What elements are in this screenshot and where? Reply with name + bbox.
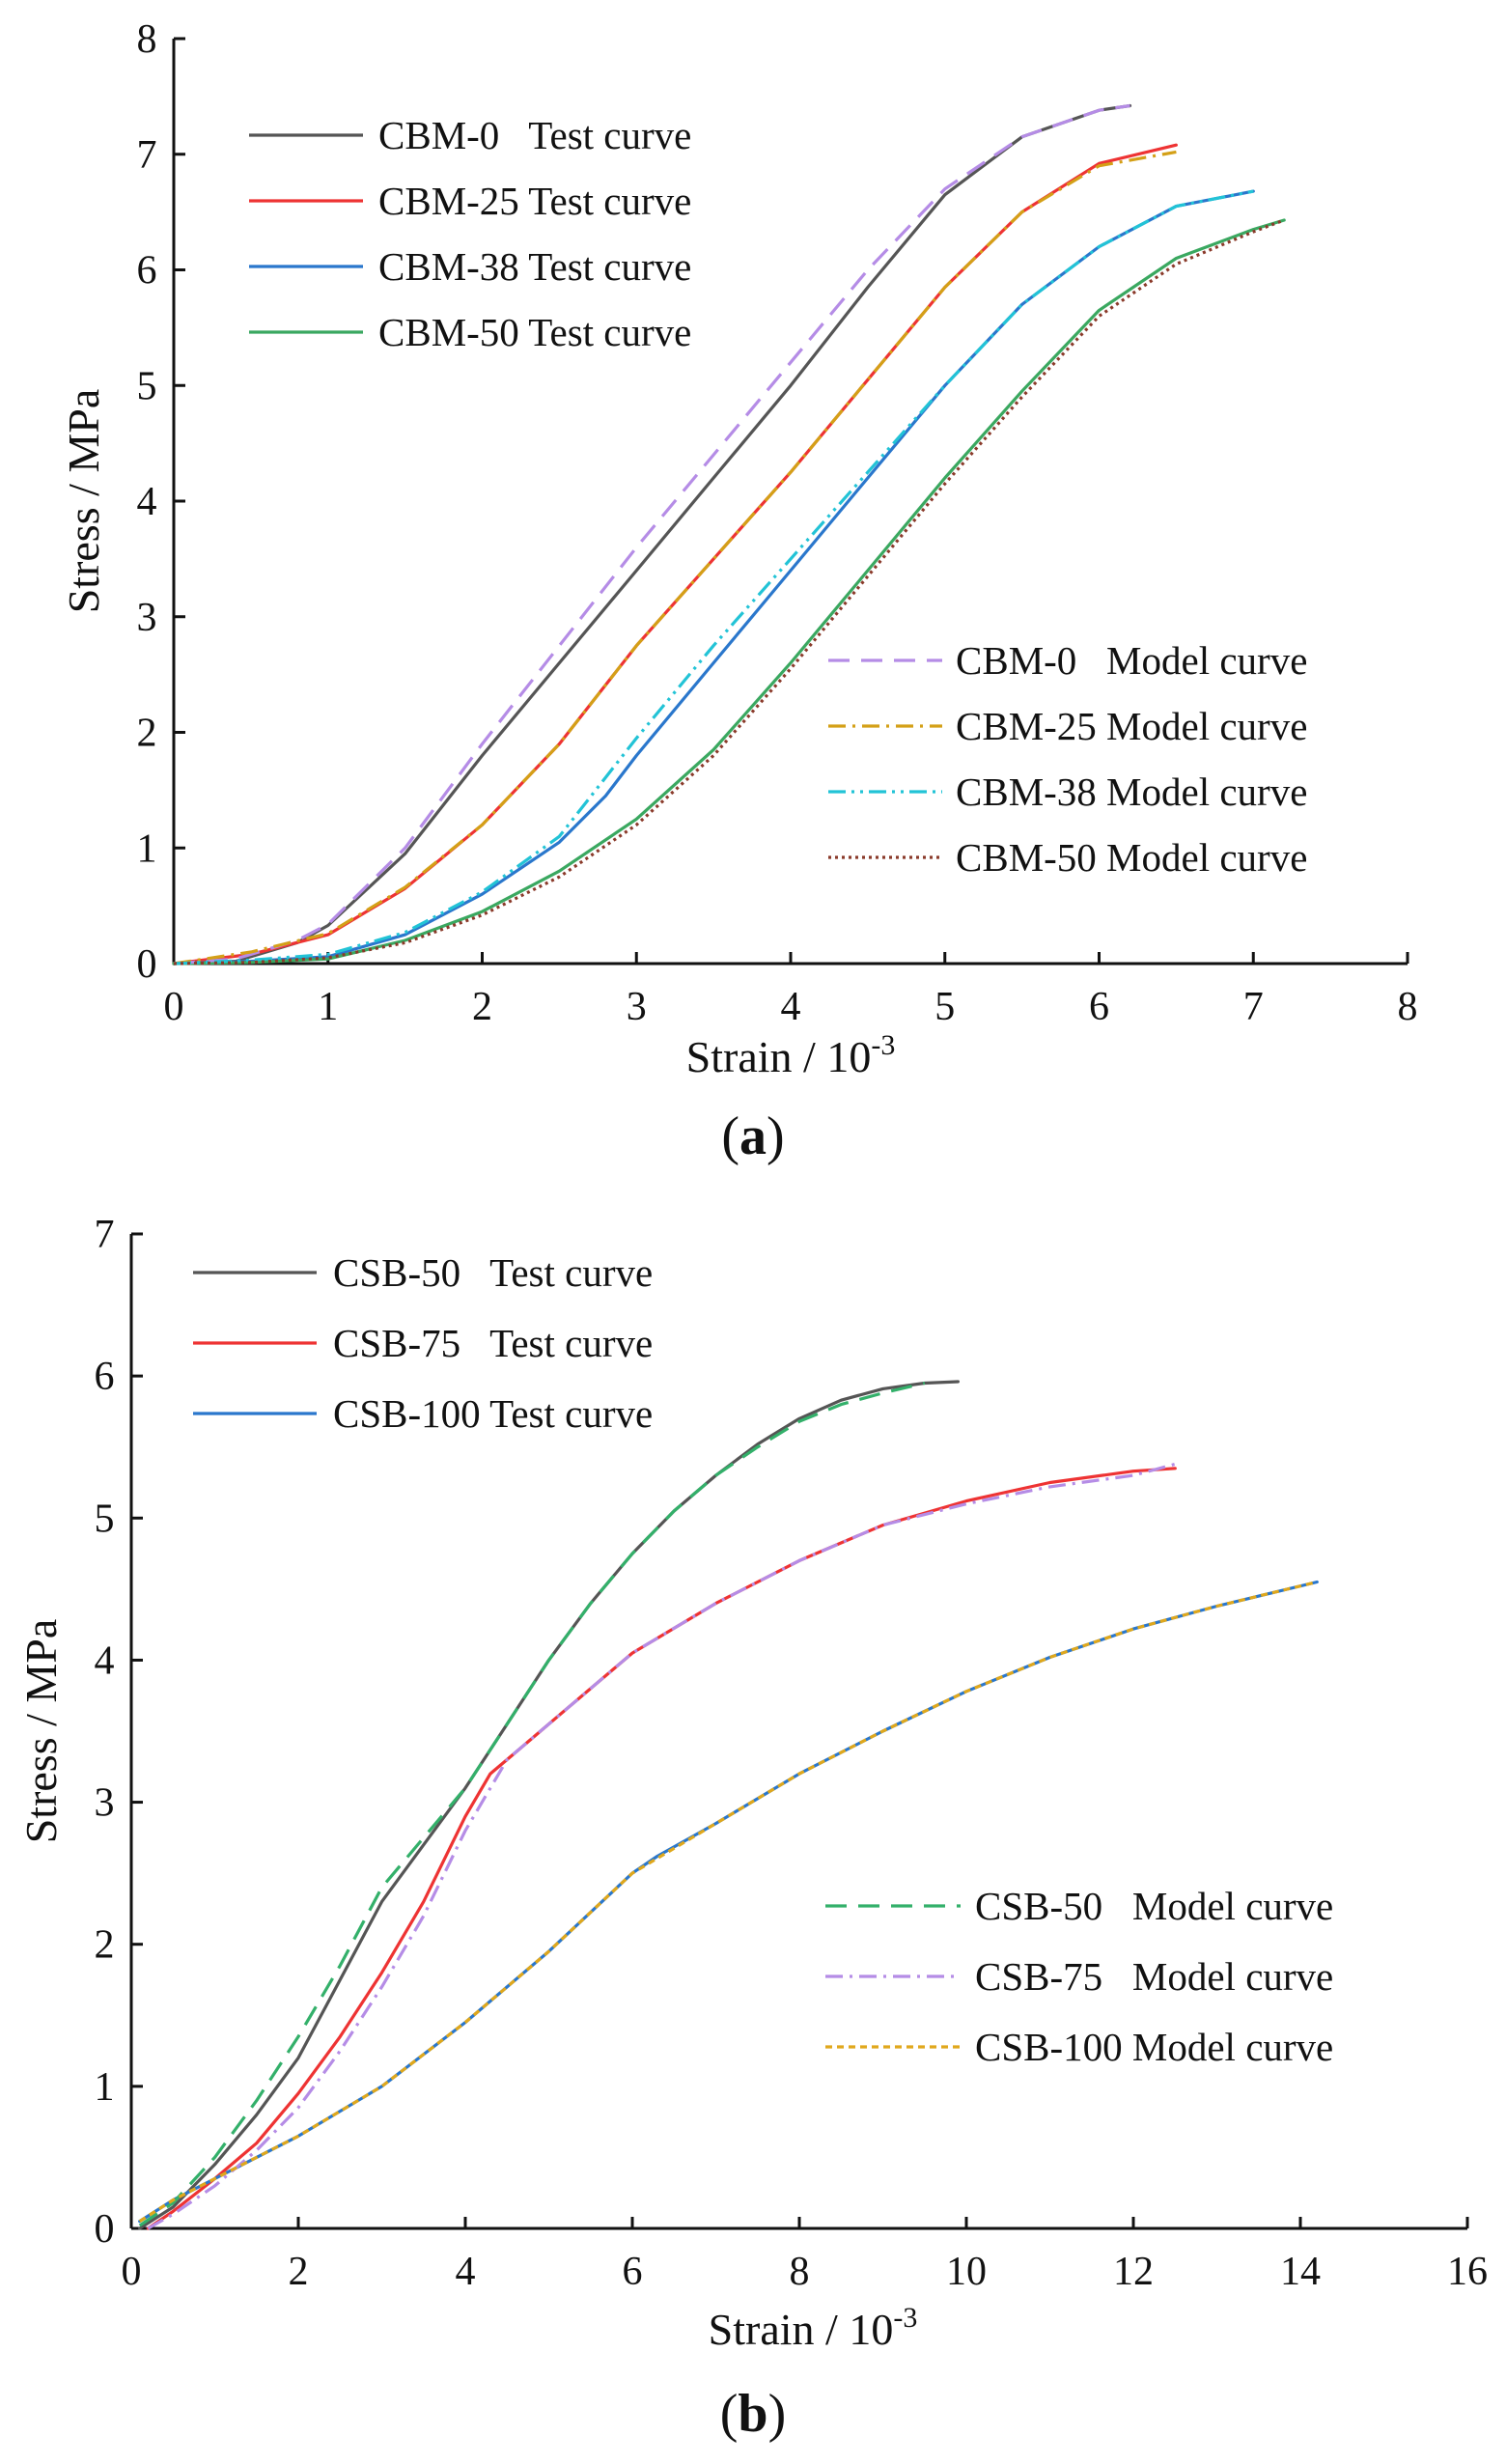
y-axis-label: Stress / MPa <box>59 389 108 614</box>
series-line <box>172 218 1286 966</box>
legend-label: CBM-25 Model curve <box>956 704 1307 748</box>
panel-label-open: ( <box>720 2384 739 2444</box>
series-line <box>138 1580 1318 2223</box>
y-tick-label: 5 <box>95 1497 115 1541</box>
y-tick-label: 0 <box>95 2207 115 2252</box>
series-line <box>173 218 1285 966</box>
legend-label: CBM-50 Model curve <box>956 835 1307 880</box>
x-tick-label: 8 <box>790 2250 810 2294</box>
panel-label-close: ) <box>768 2384 787 2444</box>
x-tick-label: 16 <box>1447 2250 1488 2294</box>
x-tick-label: 12 <box>1113 2250 1154 2294</box>
y-tick-label: 0 <box>137 942 157 987</box>
x-axis-label-base: Strain / 10 <box>686 1032 872 1081</box>
panel-label-letter: b <box>738 2384 767 2444</box>
y-tick-label: 5 <box>137 364 157 408</box>
series-line <box>138 1380 961 2230</box>
legend-label: CBM-38 Model curve <box>956 770 1307 814</box>
y-axis-label: Stress / MPa <box>16 1619 66 1844</box>
x-tick-label: 5 <box>934 985 955 1029</box>
y-tick-label: 2 <box>95 1923 115 1968</box>
x-tick-label: 14 <box>1280 2250 1321 2294</box>
x-axis-label-base: Strain / 10 <box>709 2305 894 2354</box>
x-tick-label: 6 <box>623 2250 643 2294</box>
legend-label: CBM-0 Test curve <box>378 113 691 157</box>
series-line <box>173 150 1177 966</box>
legend-label: CBM-0 Model curve <box>956 638 1307 683</box>
y-tick-label: 3 <box>95 1781 115 1826</box>
panel-label-close: ) <box>767 1106 785 1166</box>
series-line <box>173 103 1130 966</box>
x-tick-label: 4 <box>456 2250 476 2294</box>
y-tick-label: 8 <box>137 17 157 62</box>
x-tick-label: 1 <box>318 985 338 1029</box>
panel-label-open: ( <box>721 1106 739 1166</box>
x-tick-label: 2 <box>289 2250 309 2294</box>
y-tick-label: 7 <box>137 133 157 178</box>
y-tick-label: 6 <box>95 1355 115 1399</box>
legend-label: CSB-50 Model curve <box>975 1884 1333 1928</box>
y-tick-label: 4 <box>95 1638 115 1683</box>
x-tick-label: 4 <box>781 985 801 1029</box>
legend-label: CBM-25 Test curve <box>378 179 691 223</box>
legend-label: CSB-50 Test curve <box>333 1250 653 1295</box>
x-tick-label: 7 <box>1243 985 1264 1029</box>
y-tick-label: 6 <box>137 249 157 294</box>
y-tick-label: 3 <box>137 596 157 640</box>
x-tick-label: 2 <box>472 985 492 1029</box>
x-tick-label: 8 <box>1398 985 1418 1029</box>
x-tick-label: 0 <box>164 985 184 1029</box>
panel-label-letter: a <box>739 1106 767 1166</box>
x-axis-label-exponent: -3 <box>871 1029 895 1061</box>
x-axis-label-exponent: -3 <box>893 2302 917 2334</box>
x-tick-label: 6 <box>1089 985 1109 1029</box>
legend-label: CSB-100 Test curve <box>333 1391 653 1436</box>
x-tick-label: 10 <box>946 2250 987 2294</box>
x-axis-label: Strain / 10-3 <box>709 2302 918 2354</box>
legend-label: CSB-75 Model curve <box>975 1954 1333 1999</box>
series-line <box>172 189 1255 966</box>
legend-label: CBM-50 Test curve <box>378 310 691 354</box>
legend-label: CSB-100 Model curve <box>975 2025 1333 2069</box>
y-tick-label: 1 <box>137 826 157 871</box>
series-line <box>146 1467 1177 2230</box>
legend-label: CSB-75 Test curve <box>333 1321 653 1365</box>
y-tick-label: 7 <box>95 1213 115 1257</box>
y-tick-label: 2 <box>137 712 157 756</box>
series-line <box>173 189 1254 966</box>
x-tick-label: 3 <box>627 985 647 1029</box>
x-tick-label: 0 <box>122 2250 142 2294</box>
chart-panel-a: 0 1 2 3 4 5 6 7 8 0 1 2 3 4 5 6 7 8 Strain / 10-3 Stress / … <box>59 17 1418 1166</box>
x-axis-label: Strain / 10-3 <box>686 1029 896 1081</box>
panel-label: (a) <box>721 1106 784 1166</box>
series-line <box>138 1381 926 2227</box>
panel-label: (b) <box>720 2384 786 2444</box>
series-line <box>147 1462 1176 2230</box>
y-tick-label: 4 <box>137 480 157 524</box>
legend-label: CBM-38 Test curve <box>378 244 691 289</box>
y-tick-label: 1 <box>95 2065 115 2110</box>
